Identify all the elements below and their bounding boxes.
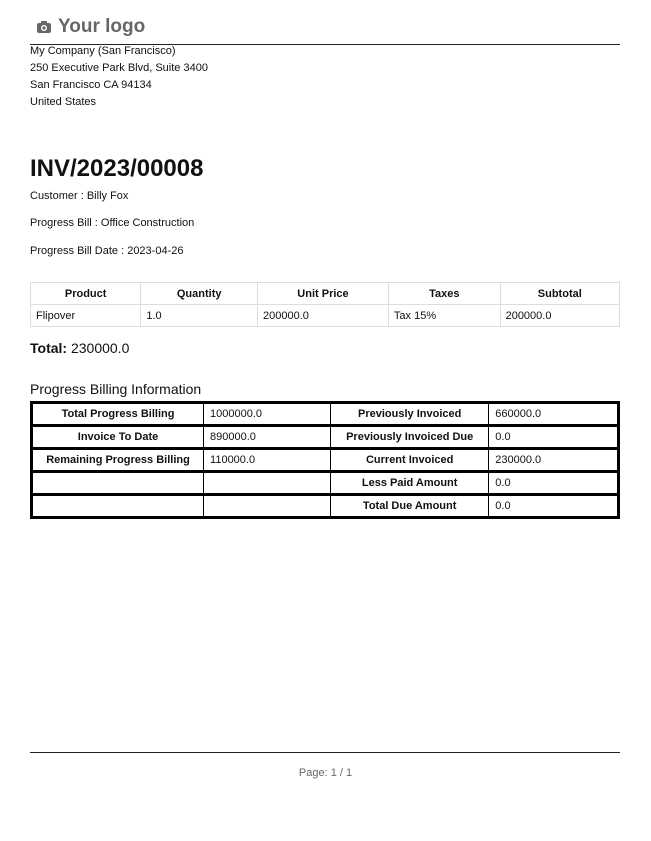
total-label: Total: bbox=[30, 340, 68, 356]
table-row: Flipover 1.0 200000.0 Tax 15% 200000.0 bbox=[29, 304, 621, 327]
billing-value bbox=[203, 493, 332, 518]
billing-label bbox=[30, 470, 205, 495]
col-quantity: Quantity bbox=[140, 282, 259, 305]
camera-icon bbox=[37, 21, 51, 33]
col-unit-price: Unit Price bbox=[257, 282, 389, 305]
billing-value: 890000.0 bbox=[203, 424, 332, 449]
billing-label: Total Due Amount bbox=[330, 493, 490, 518]
col-taxes: Taxes bbox=[387, 282, 501, 305]
billing-label: Previously Invoiced bbox=[330, 402, 490, 426]
invoice-lines-table: Product Quantity Unit Price Taxes Subtot… bbox=[29, 282, 621, 327]
billing-value: 230000.0 bbox=[488, 447, 619, 472]
cell-subtotal: 200000.0 bbox=[499, 304, 621, 327]
cell-quantity: 1.0 bbox=[140, 304, 259, 327]
company-address: My Company (San Francisco) 250 Executive… bbox=[30, 43, 208, 111]
customer: Customer : Billy Fox bbox=[30, 190, 129, 202]
col-product: Product bbox=[29, 282, 142, 305]
total: Total: 230000.0 bbox=[30, 340, 129, 356]
billing-label bbox=[30, 493, 205, 518]
table-row: Total Progress Billing 1000000.0 Previousl… bbox=[30, 402, 619, 426]
billing-value: 0.0 bbox=[488, 493, 619, 518]
billing-value: 0.0 bbox=[488, 424, 619, 449]
billing-value: 110000.0 bbox=[203, 447, 332, 472]
address-line: 250 Executive Park Blvd, Suite 3400 bbox=[30, 62, 208, 74]
progress-billing-title: Progress Billing Information bbox=[30, 381, 202, 397]
table-row: Remaining Progress Billing 110000.0 Curren… bbox=[30, 447, 619, 472]
header-divider bbox=[30, 44, 620, 45]
billing-label: Remaining Progress Billing bbox=[30, 447, 205, 472]
total-value: 230000.0 bbox=[70, 340, 130, 356]
col-subtotal: Subtotal bbox=[499, 282, 621, 305]
footer-divider bbox=[30, 752, 620, 753]
billing-label: Invoice To Date bbox=[30, 424, 205, 449]
company-name: My Company (San Francisco) bbox=[30, 45, 176, 57]
address-country: United States bbox=[30, 96, 97, 108]
table-row: Total Due Amount 0.0 bbox=[30, 493, 619, 518]
table-row: Invoice To Date 890000.0 Previously Invoic… bbox=[30, 424, 619, 449]
billing-value bbox=[203, 470, 332, 495]
progress-bill-date: Progress Bill Date : 2023-04-26 bbox=[30, 245, 184, 257]
progress-bill: Progress Bill : Office Construction bbox=[30, 217, 195, 229]
cell-unit-price: 200000.0 bbox=[257, 304, 389, 327]
billing-value: 0.0 bbox=[488, 470, 619, 495]
table-row: Less Paid Amount 0.0 bbox=[30, 470, 619, 495]
progress-billing-table: Total Progress Billing 1000000.0 Previousl… bbox=[30, 401, 620, 519]
address-city: San Francisco CA 94134 bbox=[30, 79, 152, 91]
billing-value: 1000000.0 bbox=[203, 402, 332, 426]
billing-label: Less Paid Amount bbox=[330, 470, 490, 495]
page-number: Page: 1 / 1 bbox=[298, 767, 353, 779]
billing-label: Total Progress Billing bbox=[30, 402, 205, 426]
table-header: Product Quantity Unit Price Taxes Subtot… bbox=[29, 282, 621, 305]
billing-value: 660000.0 bbox=[488, 402, 619, 426]
logo: Your logo bbox=[36, 16, 145, 38]
invoice-number: INV/2023/00008 bbox=[30, 155, 204, 182]
billing-label: Current Invoiced bbox=[330, 447, 490, 472]
cell-product: Flipover bbox=[29, 304, 142, 327]
cell-taxes: Tax 15% bbox=[387, 304, 501, 327]
logo-text: Your logo bbox=[58, 16, 146, 37]
billing-label: Previously Invoiced Due bbox=[330, 424, 490, 449]
